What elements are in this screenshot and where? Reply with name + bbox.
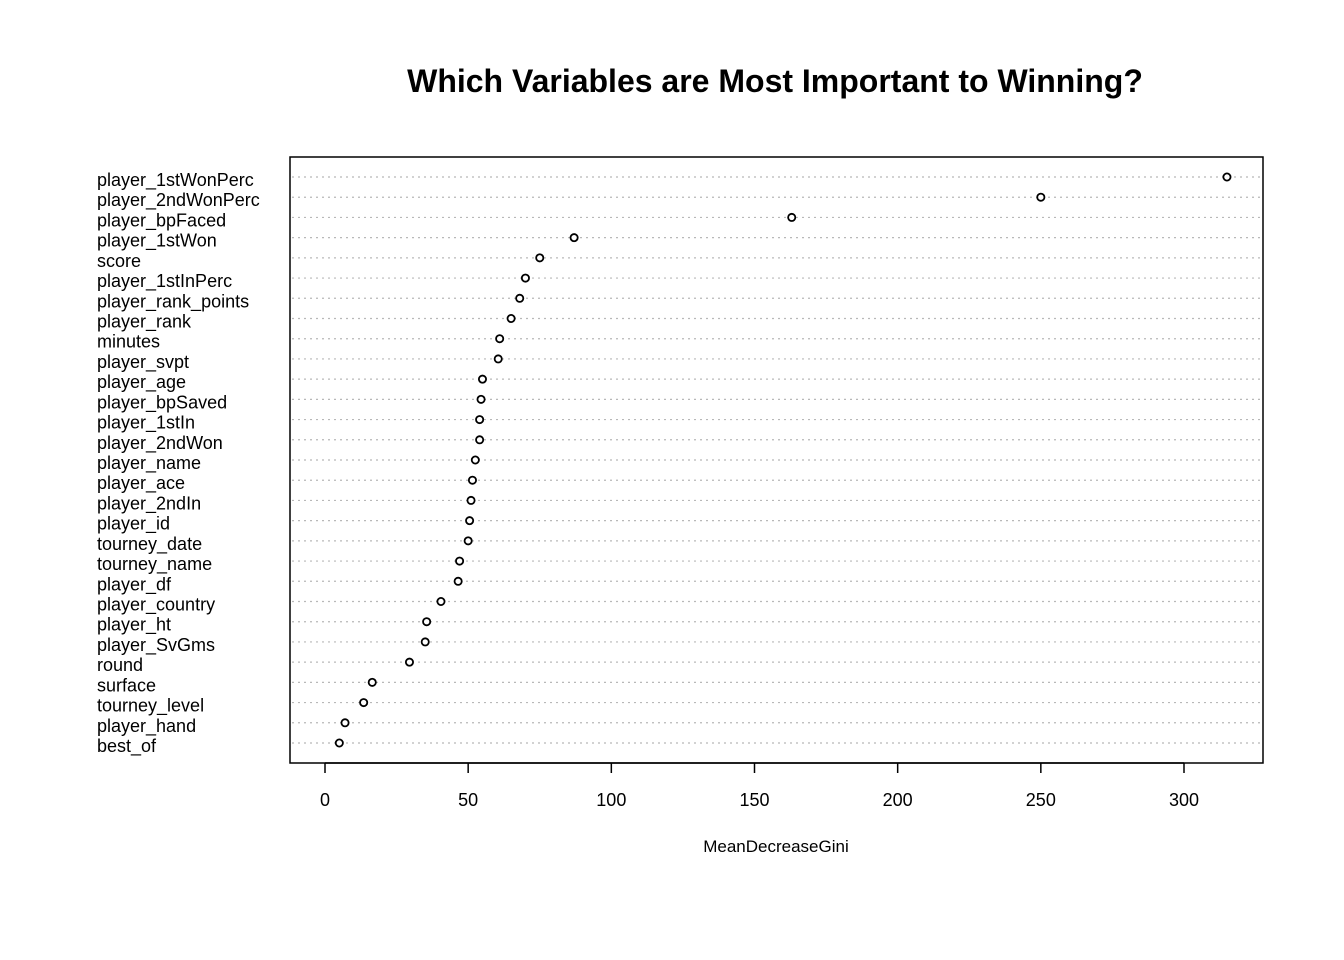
category-label: player_svpt	[97, 352, 189, 373]
data-point	[466, 495, 476, 505]
category-label: player_ace	[97, 473, 185, 494]
data-point	[455, 556, 465, 566]
data-point	[475, 435, 485, 445]
x-tick-label: 300	[1169, 790, 1199, 810]
data-point	[787, 212, 797, 222]
data-point	[404, 657, 414, 667]
plot-border	[289, 156, 1264, 764]
category-label: player_2ndWonPerc	[97, 190, 260, 211]
data-point	[367, 677, 377, 687]
category-label: score	[97, 251, 141, 271]
category-labels: player_1stWonPercplayer_2ndWonPercplayer…	[97, 170, 260, 757]
data-point	[520, 273, 530, 283]
data-point	[1222, 172, 1232, 182]
category-label: player_hand	[97, 716, 196, 737]
category-label: player_1stIn	[97, 413, 195, 434]
x-tick-label: 250	[1026, 790, 1056, 810]
data-point	[495, 334, 505, 344]
category-label: player_df	[97, 574, 172, 595]
grid-lines	[292, 176, 1261, 744]
data-point	[453, 576, 463, 586]
data-point	[493, 354, 503, 364]
data-point	[340, 718, 350, 728]
data-point	[476, 394, 486, 404]
category-label: player_rank	[97, 312, 192, 333]
data-point	[467, 475, 477, 485]
category-label: player_country	[97, 595, 215, 616]
category-label: minutes	[97, 332, 160, 352]
category-label: player_age	[97, 372, 186, 393]
chart-title: Which Variables are Most Important to Wi…	[407, 63, 1143, 99]
data-point	[470, 455, 480, 465]
category-label: player_1stInPerc	[97, 271, 232, 292]
data-point	[569, 233, 579, 243]
data-point	[420, 637, 430, 647]
category-label: player_1stWonPerc	[97, 170, 254, 191]
data-point	[475, 415, 485, 425]
data-point	[334, 738, 344, 748]
x-tick-label: 50	[458, 790, 478, 810]
data-point	[1036, 192, 1046, 202]
category-label: tourney_date	[97, 534, 202, 555]
data-point	[359, 698, 369, 708]
category-label: player_id	[97, 514, 170, 535]
category-label: player_bpFaced	[97, 210, 226, 231]
x-tick-label: 0	[320, 790, 330, 810]
data-point	[535, 253, 545, 263]
category-label: player_1stWon	[97, 231, 217, 252]
category-label: best_of	[97, 736, 157, 757]
category-label: player_2ndWon	[97, 433, 223, 454]
category-label: player_bpSaved	[97, 392, 227, 413]
category-label: player_SvGms	[97, 635, 215, 656]
data-point	[436, 597, 446, 607]
category-label: player_name	[97, 453, 201, 474]
category-label: surface	[97, 675, 156, 695]
category-label: player_ht	[97, 615, 171, 636]
data-point	[506, 313, 516, 323]
category-label: player_2ndIn	[97, 493, 201, 514]
category-label: player_rank_points	[97, 291, 249, 312]
data-point	[465, 516, 475, 526]
x-tick-label: 200	[883, 790, 913, 810]
category-label: round	[97, 655, 143, 675]
data-point	[477, 374, 487, 384]
x-tick-label: 150	[739, 790, 769, 810]
x-axis: 0 50 100 150 200 250 300	[320, 762, 1199, 810]
category-label: tourney_name	[97, 554, 212, 575]
data-point	[515, 293, 525, 303]
data-points	[334, 172, 1232, 748]
x-tick-label: 100	[596, 790, 626, 810]
data-point	[422, 617, 432, 627]
data-point	[463, 536, 473, 546]
category-label: tourney_level	[97, 696, 204, 717]
x-axis-title: MeanDecreaseGini	[703, 837, 849, 856]
